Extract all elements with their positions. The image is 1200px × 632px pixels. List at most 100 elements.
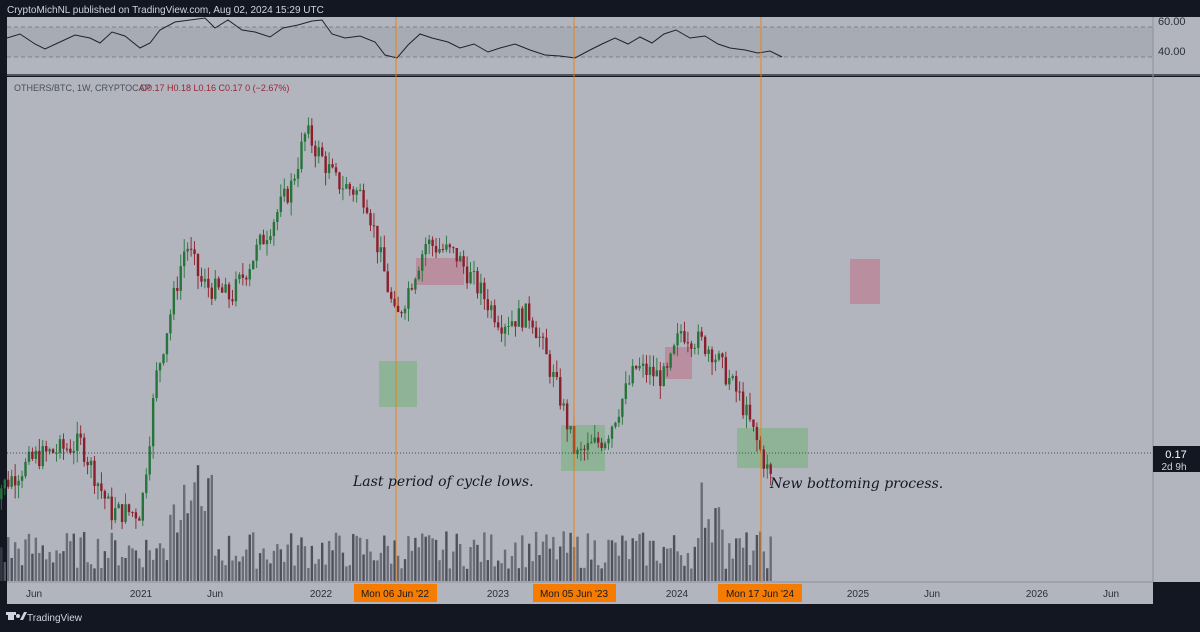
green-zone-3 — [737, 428, 808, 468]
candle-body — [41, 446, 44, 467]
candle-body — [417, 270, 420, 280]
candle-body — [262, 234, 265, 245]
volume-bar — [217, 549, 220, 581]
volume-bar — [51, 562, 55, 581]
candle-body — [741, 391, 745, 416]
volume-bar — [317, 559, 320, 581]
candle-body — [410, 288, 414, 290]
volume-bar — [269, 563, 272, 581]
volume-bar — [693, 546, 696, 581]
candle-body — [193, 249, 196, 255]
volume-bar — [3, 562, 6, 581]
candle-body — [38, 450, 41, 467]
candle-body — [517, 308, 521, 327]
volume-bar — [490, 534, 493, 581]
volume-bar — [189, 500, 193, 581]
candle-body — [583, 448, 586, 450]
volume-bar — [421, 533, 424, 581]
volume-bar — [262, 548, 265, 581]
volume-bar — [676, 551, 679, 581]
candle-body — [569, 426, 572, 430]
volume-bar — [234, 555, 238, 581]
candle-body — [289, 180, 293, 203]
candle-body — [479, 282, 483, 294]
candle-body — [441, 249, 445, 251]
volume-bar — [427, 535, 431, 581]
candle-body — [110, 496, 113, 521]
candle-body — [652, 366, 655, 377]
volume-bar — [55, 550, 58, 581]
volume-bar — [617, 555, 621, 581]
candle-body — [459, 256, 462, 262]
volume-bar — [541, 541, 545, 581]
volume-bar — [524, 567, 527, 581]
volume-bar — [714, 508, 717, 581]
candle-body — [379, 247, 383, 253]
candle-body — [214, 278, 217, 299]
candle-body — [707, 349, 710, 355]
candle-body — [386, 271, 389, 292]
candle-body — [331, 164, 334, 168]
volume-bar — [248, 534, 251, 581]
volume-bar — [410, 550, 414, 581]
candle-body — [752, 419, 755, 427]
candle-body — [210, 287, 213, 299]
volume-bar — [517, 568, 521, 581]
volume-bar — [265, 559, 269, 581]
candle-body — [345, 184, 348, 189]
candle-body — [203, 278, 207, 282]
volume-bar — [183, 484, 186, 581]
volume-bar — [321, 542, 324, 581]
volume-bar — [424, 536, 427, 581]
candle-body — [721, 353, 724, 358]
volume-bar — [103, 551, 107, 581]
volume-bar — [534, 531, 538, 581]
candle-body — [258, 234, 262, 245]
tradingview-logo-icon — [6, 612, 27, 620]
volume-bar — [376, 560, 379, 581]
candle-body — [186, 248, 189, 252]
candle-body — [407, 288, 410, 309]
volume-bar — [283, 561, 286, 581]
candle-body — [735, 376, 738, 392]
candle-body — [82, 437, 86, 462]
annotation-bottoming: New bottoming process. — [769, 476, 943, 492]
candle-body — [155, 370, 158, 399]
candle-body — [655, 370, 659, 377]
volume-bar — [86, 562, 89, 581]
candle-body — [593, 437, 596, 443]
candle-body — [376, 225, 379, 253]
volume-bar — [303, 546, 307, 581]
volume-bar — [365, 539, 369, 581]
volume-bar — [38, 552, 41, 581]
volume-bar — [110, 532, 113, 581]
volume-bar — [634, 540, 638, 581]
candle-body — [510, 321, 514, 326]
volume-bar — [662, 546, 665, 581]
volume-bar — [58, 553, 62, 581]
volume-bar — [76, 567, 79, 581]
candle-body — [448, 244, 452, 248]
candle-body — [207, 278, 210, 288]
candle-body — [7, 479, 10, 487]
candle-body — [731, 376, 734, 379]
candle-body — [631, 365, 634, 384]
candle-body — [396, 305, 400, 313]
x-tick-2026: 2026 — [1026, 589, 1049, 600]
volume-bar — [548, 548, 552, 581]
volume-bar — [13, 542, 17, 581]
volume-bar — [345, 566, 348, 581]
volume-bar — [659, 563, 662, 581]
volume-bar — [493, 566, 496, 581]
x-tick-jun-2021: Jun — [207, 589, 223, 600]
volume-bar — [610, 540, 614, 581]
volume-bar — [193, 482, 196, 581]
volume-bar — [158, 543, 162, 581]
volume-bar — [565, 552, 569, 581]
volume-bar — [355, 535, 358, 581]
candle-body — [314, 145, 317, 157]
price-badge-countdown: 2d 9h — [1161, 462, 1186, 473]
volume-bar — [24, 539, 27, 581]
volume-bar — [686, 553, 690, 581]
